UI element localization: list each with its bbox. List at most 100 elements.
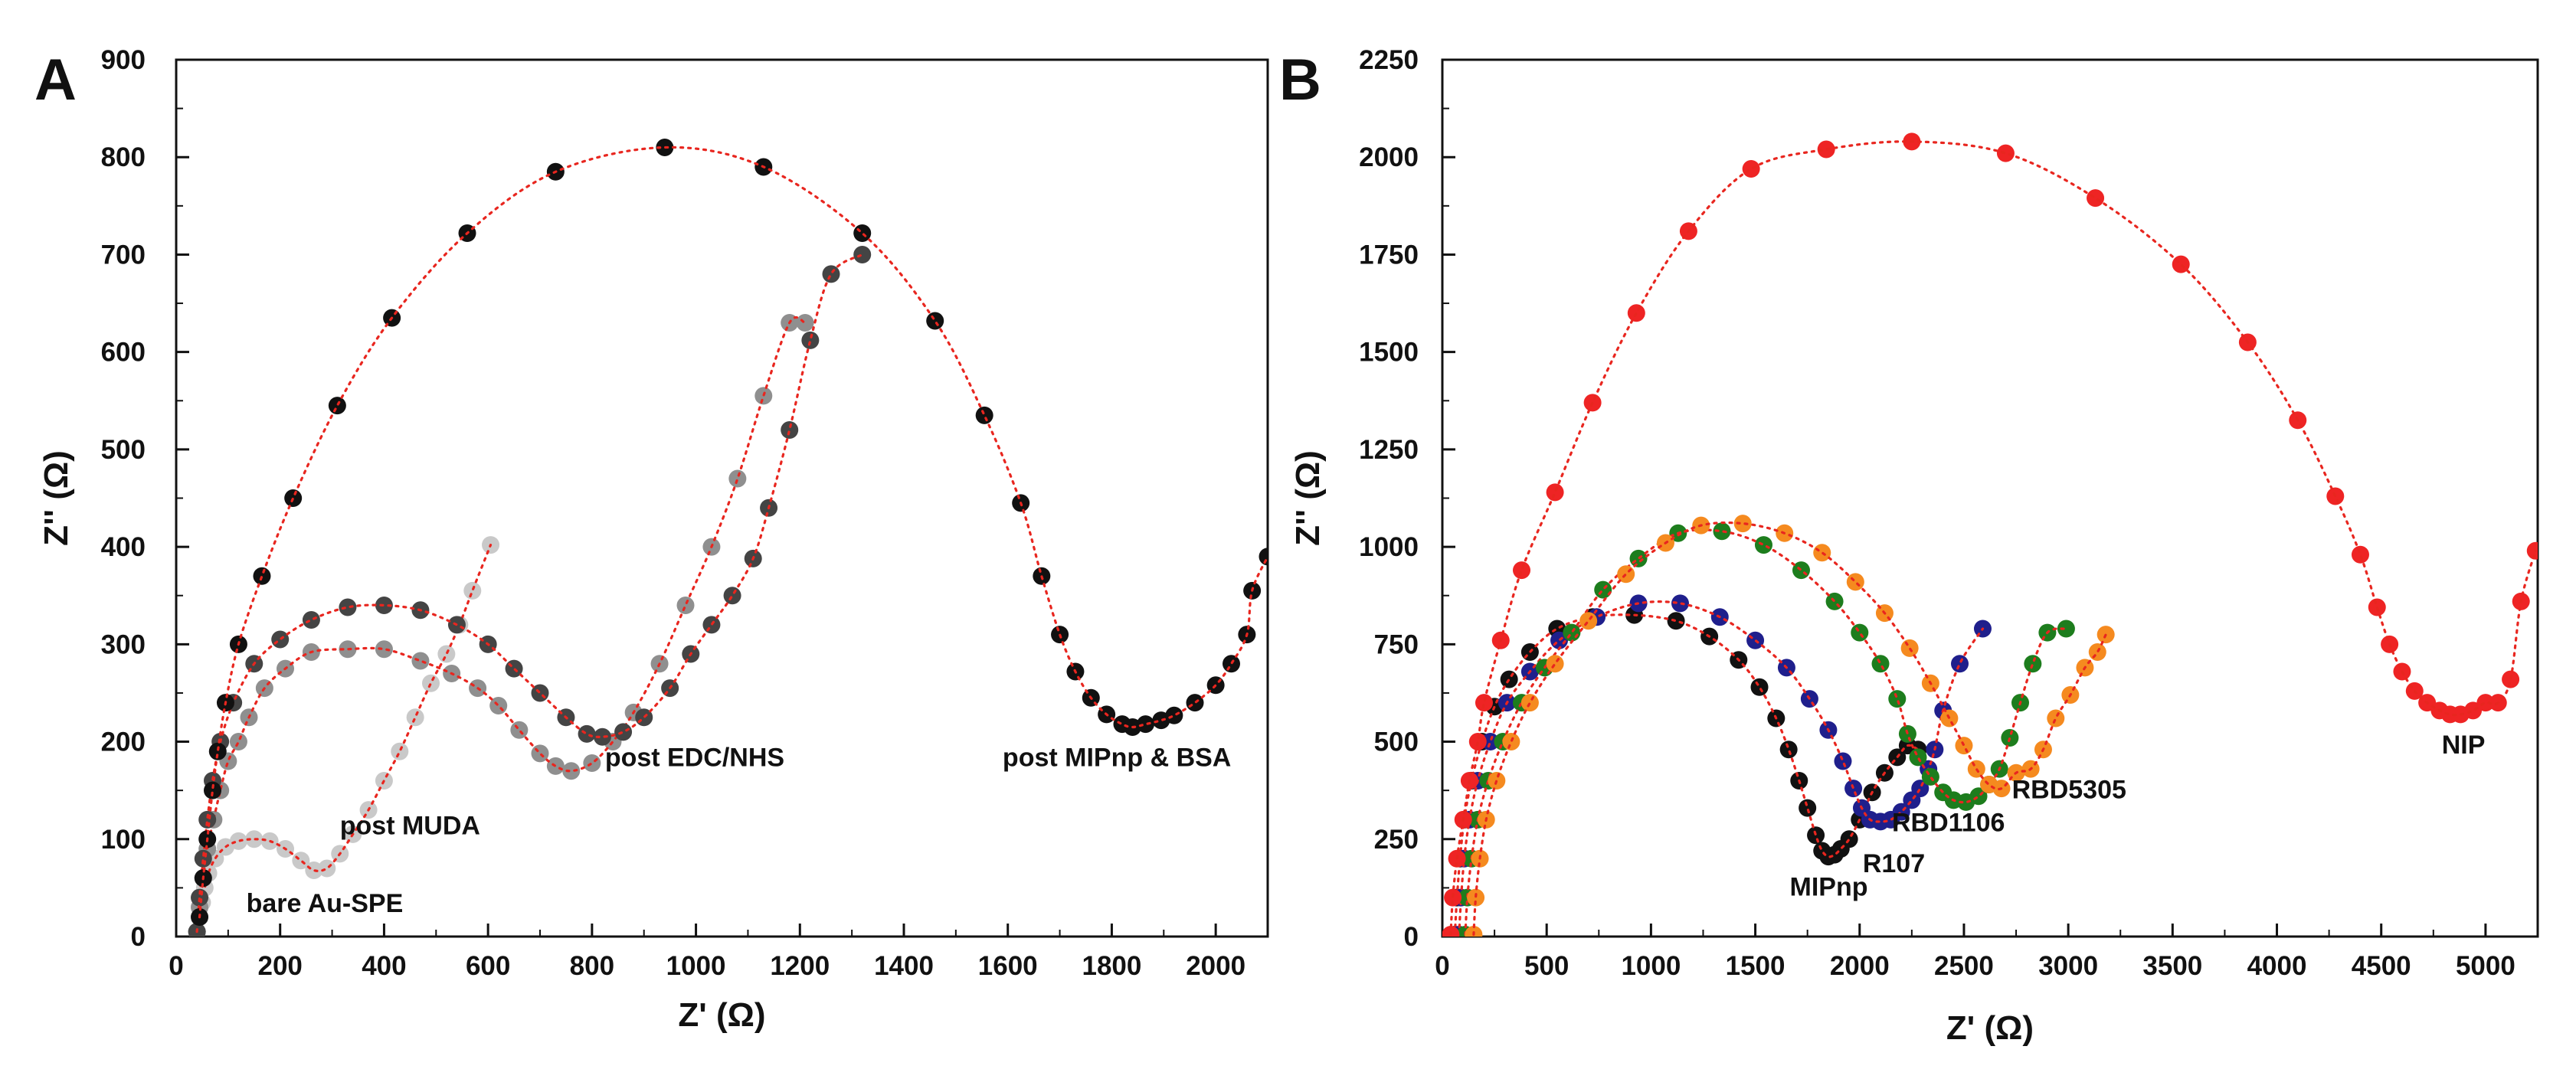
- panel-b-point-r107: [1481, 733, 1500, 751]
- panel-b-label-mipnp: MIPnp: [1790, 873, 1868, 902]
- panel-b-x-tick-label: 2500: [1934, 951, 1994, 981]
- panel-b-x-tick-label: 1000: [1621, 951, 1681, 981]
- panel-a-y-tick-label: 100: [101, 825, 146, 855]
- panel-a-point-post-edc-nhs: [593, 727, 611, 746]
- panel-b-y-tick-label: 250: [1374, 825, 1419, 855]
- panel-b-point-nip: [1742, 159, 1760, 178]
- panel-b-point-mipnp: [1840, 830, 1858, 848]
- panel-b: 0 500 1000 1500 2000 2500 3000 3500 4000 4500 5000…: [1279, 45, 2539, 1047]
- panel-a-fit-line-post-edc-nhs: [195, 253, 864, 933]
- panel-b-fit-line-rbd1106: [1464, 528, 2067, 937]
- panel-a-point-post-edc-nhs: [194, 849, 212, 868]
- panel-b-series-rbd5305: [1465, 515, 2115, 937]
- panel-a-point-post-edc-nhs: [271, 630, 290, 649]
- panel-b-fit-line-rbd5305: [1472, 521, 2107, 937]
- panel-a-point-post-mipnp-bsa: [1165, 706, 1183, 724]
- panel-a-point-post-mipnp-bsa: [328, 397, 346, 415]
- panel-a-label-post-muda: post MUDA: [340, 811, 480, 840]
- panel-a-point-post-muda: [796, 314, 814, 332]
- panel-b-series-nip: [1442, 132, 2538, 937]
- panel-b-point-mipnp: [1799, 799, 1817, 817]
- panel-a-point-post-muda: [583, 754, 601, 773]
- panel-a-point-post-mipnp-bsa: [975, 406, 993, 424]
- panel-b-label-r107: R107: [1863, 849, 1925, 878]
- panel-b-point-nip: [1475, 694, 1493, 712]
- panel-b-point-rbd1106: [1871, 655, 1890, 673]
- panel-b-label-nip: NIP: [2442, 731, 2486, 760]
- panel-b-point-rbd1106: [1921, 767, 1939, 786]
- panel-b-point-rbd5305: [1502, 733, 1520, 751]
- panel-b-point-rbd1106: [1909, 748, 1927, 767]
- panel-b-fit-line-r107: [1458, 600, 1985, 937]
- panel-b-point-nip: [1513, 561, 1531, 580]
- panel-b-point-rbd5305: [1546, 655, 1564, 673]
- panel-b-point-rbd1106: [2057, 620, 2075, 638]
- panel-b-x-tick-label: 5000: [2456, 951, 2515, 981]
- panel-a-point-post-edc-nhs: [781, 420, 799, 439]
- panel-a-y-tick-label: 0: [131, 922, 146, 952]
- panel-b-point-r107: [1911, 780, 1930, 798]
- panel-a-point-post-muda: [676, 596, 695, 614]
- panel-a-point-post-mipnp-bsa: [204, 781, 221, 799]
- panel-a-point-post-edc-nhs: [801, 331, 820, 349]
- panel-a-y-axis-title: Z'' (Ω): [38, 450, 75, 546]
- panel-a-x-tick-label: 1000: [666, 951, 726, 981]
- panel-b-x-tick-label: 1500: [1726, 951, 1786, 981]
- panel-a-point-post-mipnp-bsa: [208, 742, 227, 760]
- panel-b-point-rbd5305: [1733, 515, 1752, 533]
- panel-a-point-post-muda: [510, 721, 529, 739]
- panel-a-x-tick-label: 1200: [770, 951, 830, 981]
- panel-b-point-rbd5305: [1579, 612, 1598, 630]
- panel-a-point-bare-au-spe: [229, 832, 247, 850]
- panel-b-point-rbd5305: [1465, 925, 1483, 937]
- panel-a-point-post-edc-nhs: [578, 724, 596, 743]
- panel-a-letter: A: [34, 47, 77, 113]
- panel-a-y-tick-label: 500: [101, 435, 146, 465]
- panel-a-label-bare-au-spe: bare Au-SPE: [247, 889, 404, 918]
- panel-a-point-post-edc-nhs: [723, 587, 741, 605]
- panel-b-point-rbd1106: [1713, 522, 1731, 541]
- panel-b-y-tick-label: 0: [1404, 922, 1419, 952]
- panel-a-x-tick-label: 600: [466, 951, 510, 981]
- panel-a-series-post-edc-nhs: [188, 245, 872, 937]
- panel-b-y-tick-label: 2000: [1359, 142, 1419, 172]
- panel-b-point-rbd5305: [1846, 573, 1864, 591]
- panel-a-y-tick-label: 200: [101, 727, 146, 757]
- panel-a-point-bare-au-spe: [391, 742, 409, 760]
- panel-b-point-nip: [1996, 144, 2015, 162]
- panel-b-x-tick-label: 4500: [2352, 951, 2411, 981]
- panel-a-point-post-mipnp-bsa: [1186, 694, 1204, 712]
- panel-b-point-r107: [1834, 752, 1852, 770]
- panel-b-y-tick-label: 1000: [1359, 532, 1419, 562]
- panel-b-point-r107: [1671, 594, 1690, 613]
- panel-a-point-bare-au-spe: [422, 674, 440, 692]
- panel-a-point-post-mipnp-bsa: [1137, 715, 1155, 734]
- panel-a-point-bare-au-spe: [406, 708, 424, 727]
- panel-b-x-tick-label: 3000: [2038, 951, 2098, 981]
- panel-b-data: [1442, 132, 2538, 937]
- panel-a-x-tick-label: 200: [258, 951, 303, 981]
- panel-a-point-post-muda: [229, 733, 247, 751]
- panel-b-y-tick-label: 500: [1374, 727, 1419, 757]
- panel-b-point-nip: [1468, 733, 1487, 751]
- panel-a-fit-line-bare-au-spe: [195, 544, 493, 933]
- panel-a-y-tick-label: 900: [101, 45, 146, 75]
- panel-a-y-tick-label: 300: [101, 629, 146, 659]
- panel-a-x-tick-label: 400: [362, 951, 406, 981]
- panel-a-point-post-edc-nhs: [198, 810, 217, 829]
- panel-b-y-tick-label: 1250: [1359, 435, 1419, 465]
- panel-b-y-tick-label: 1750: [1359, 240, 1419, 270]
- panel-b-point-mipnp: [1667, 612, 1685, 630]
- panel-b-x-tick-label: 4000: [2247, 951, 2307, 981]
- panel-a-point-post-muda: [562, 762, 581, 780]
- panel-b-x-tick-label: 3500: [2142, 951, 2202, 981]
- panel-b-point-nip: [2087, 189, 2105, 208]
- panel-b-point-rbd5305: [2047, 709, 2065, 727]
- panel-a-point-post-muda: [411, 652, 430, 670]
- panel-b-point-r107: [1951, 655, 1969, 673]
- panel-a-y-tick-label: 800: [101, 142, 146, 172]
- panel-b-point-rbd5305: [1520, 694, 1539, 712]
- panel-a-x-tick-label: 1600: [978, 951, 1038, 981]
- panel-a-label-post-mipnp-bsa: post MIPnp & BSA: [1003, 743, 1231, 772]
